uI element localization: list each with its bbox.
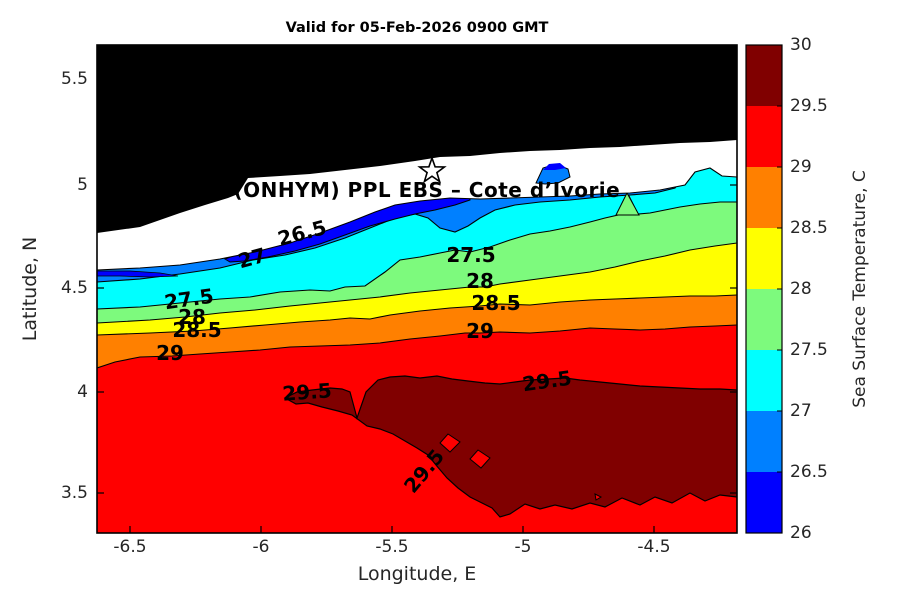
colorbar-tick-label: 27 — [790, 401, 812, 421]
colorbar-segment — [746, 472, 782, 533]
colorbar-tick-label: 29 — [790, 157, 812, 177]
contour-line — [97, 324, 737, 369]
warm-pool-hole — [469, 449, 491, 469]
contour-label: 28.5 — [172, 318, 221, 342]
y-tick-label: 4.5 — [61, 278, 88, 298]
x-axis-label: Longitude, E — [357, 563, 477, 585]
colorbar-tick-label: 28 — [790, 279, 812, 299]
contour-label: 28 — [466, 269, 494, 293]
colorbar-segment — [746, 350, 782, 411]
band-#000000 — [97, 45, 737, 233]
contour-bands: A (ONHYM) PPL EBS – Cote d’Ivorie — [97, 45, 737, 533]
colorbar-tick-label: 29.5 — [790, 96, 828, 116]
warm-pool-hole — [439, 433, 461, 453]
colorbar-tick-label: 26.5 — [790, 462, 828, 482]
x-tick-label: -4.5 — [637, 537, 670, 557]
contour-label: 29.5 — [282, 378, 333, 405]
contour-label: 27.5 — [446, 243, 495, 267]
colorbar-tick-label: 27.5 — [790, 340, 828, 360]
warm-pool-hole — [594, 493, 603, 501]
colorbar-tick-label: 30 — [790, 35, 812, 55]
band-26-sliver — [97, 270, 179, 278]
y-tick-label: 5 — [77, 175, 88, 195]
contour-line — [97, 294, 737, 336]
green-notch — [615, 191, 640, 216]
axes-frame — [96, 44, 738, 534]
colorbar-tick-label: 26 — [790, 523, 812, 543]
colorbar-segment — [746, 228, 782, 289]
colorbar-tick-label: 28.5 — [790, 218, 828, 238]
contour-label: 29 — [156, 341, 184, 365]
colorbar: 26 26.5 27 27.5 28 28.5 29 29.5 30 — [745, 35, 828, 543]
x-tick-label: -5.5 — [375, 537, 408, 557]
colorbar-segment — [746, 167, 782, 228]
x-tick-label: -6.5 — [113, 537, 146, 557]
warm-pool-29p5 — [283, 375, 737, 518]
colorbar-segment — [746, 411, 782, 472]
star-marker — [417, 155, 447, 184]
colorbar-segment — [746, 106, 782, 167]
contour-line — [97, 242, 737, 324]
x-tick-label: -5 — [515, 537, 532, 557]
y-tick-label: 4 — [77, 382, 88, 402]
contour-label: 28.5 — [471, 291, 520, 315]
contour-line — [97, 167, 737, 271]
figure-title: Valid for 05-Feb-2026 0900 GMT — [285, 20, 549, 36]
colorbar-segment — [746, 289, 782, 350]
contour-line — [97, 192, 737, 310]
colorbar-segment — [746, 45, 782, 106]
y-tick-label: 3.5 — [61, 483, 88, 503]
x-tick-label: -6 — [253, 537, 270, 557]
tick-marks — [97, 45, 737, 533]
annotation-text: A (ONHYM) PPL EBS – Cote d’Ivorie — [210, 178, 620, 202]
cold-patch-blue — [543, 163, 566, 170]
contour-label: 29 — [466, 319, 494, 343]
y-tick-label: 5.5 — [61, 69, 88, 89]
contour-label: 28 — [178, 305, 206, 329]
